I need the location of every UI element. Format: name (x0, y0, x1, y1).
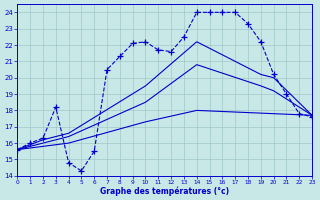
X-axis label: Graphe des températures (°c): Graphe des températures (°c) (100, 186, 229, 196)
